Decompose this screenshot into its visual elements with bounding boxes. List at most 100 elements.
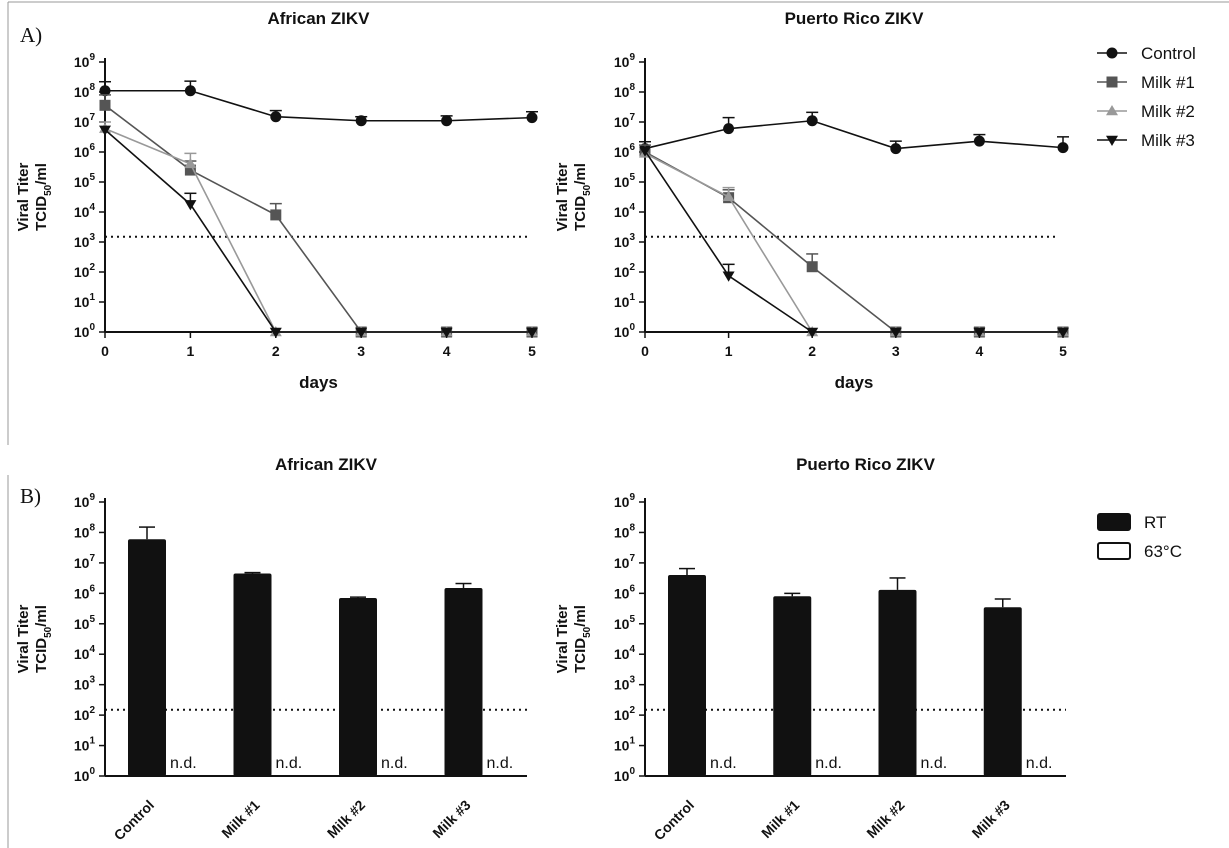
line-chart-1-x-tick-label: 5: [528, 343, 536, 359]
line-chart-2-y-label: Viral Titer TCID50/ml: [554, 163, 593, 232]
line-chart-2-y-tick-label: 109: [614, 52, 636, 70]
y-tick-exponent: 6: [89, 142, 95, 153]
bar-chart-1-nd-label: n.d.: [381, 755, 408, 772]
legend-marker: [1106, 135, 1118, 146]
bar-chart-2-category-label: Milk #1: [758, 797, 802, 841]
legend-label: 63°C: [1144, 542, 1182, 561]
line-chart-2-x-tick-label: 5: [1059, 343, 1067, 359]
y-label-sub: 50: [43, 184, 54, 196]
line-chart-1-y-tick-label: 103: [74, 232, 96, 250]
y-tick-base: 10: [74, 524, 90, 540]
legend-marker: [1106, 105, 1118, 116]
y-tick-base: 10: [74, 264, 90, 280]
y-tick-exponent: 7: [629, 112, 635, 123]
bar-chart-2-y-tick-label: 107: [614, 553, 636, 571]
bar-chart-1-y-label: Viral Titer TCID50/ml: [15, 605, 54, 674]
line-chart-2-x-tick-label: 0: [641, 343, 649, 359]
bar-chart-1-nd-label: n.d.: [276, 755, 303, 772]
data-point: [184, 164, 196, 176]
y-tick-base: 10: [614, 585, 630, 601]
y-label-main: TCID: [572, 196, 589, 231]
line-chart-2-x-tick-label: 2: [808, 343, 816, 359]
y-tick-exponent: 3: [89, 232, 95, 243]
bar-chart-2-nd-label: n.d.: [1026, 755, 1053, 772]
bar-chart-2-category-label: Control: [651, 797, 698, 844]
legend-swatch: [1097, 513, 1131, 531]
line-chart-2-y-tick-label: 107: [614, 112, 636, 130]
y-tick-exponent: 3: [629, 675, 635, 686]
line-chart-1-y-label: Viral Titer TCID50/ml: [15, 163, 54, 232]
data-point: [355, 115, 367, 127]
y-tick-base: 10: [614, 294, 630, 310]
y-tick-base: 10: [74, 144, 90, 160]
bar-chart-1-bar-rt: [339, 598, 377, 776]
line-chart-1-series-control: [99, 80, 538, 127]
y-label-tail: /ml: [33, 163, 50, 185]
bar-chart-2-y-tick-label: 106: [614, 583, 636, 601]
data-point: [1057, 327, 1069, 338]
bar-chart-1-y-label-line2: TCID50/ml: [33, 605, 54, 673]
y-tick-base: 10: [74, 174, 90, 190]
line-chart-2-series-milk-1: [639, 144, 1069, 338]
data-point: [441, 115, 453, 127]
y-tick-exponent: 0: [89, 322, 95, 333]
bar-chart-1-y-tick-label: 109: [74, 492, 96, 510]
data-point: [890, 143, 902, 155]
y-tick-base: 10: [74, 738, 90, 754]
line-chart-2-x-label: days: [835, 373, 874, 392]
y-tick-base: 10: [614, 768, 630, 784]
y-tick-exponent: 1: [629, 292, 635, 303]
y-tick-base: 10: [614, 555, 630, 571]
series-line: [644, 152, 1063, 333]
bar-chart-1-y-tick-label: 102: [74, 705, 96, 723]
bar-legend: RT 63°C: [1097, 513, 1182, 561]
y-tick-exponent: 8: [629, 82, 635, 93]
bar-chart-1-category-label: Milk #3: [429, 797, 473, 841]
y-tick-exponent: 7: [629, 553, 635, 564]
y-tick-base: 10: [614, 324, 630, 340]
y-tick-exponent: 2: [89, 262, 95, 273]
line-chart-1-y-tick-label: 102: [74, 262, 96, 280]
data-point: [184, 200, 197, 211]
bar-chart-1-bar-rt: [233, 573, 272, 776]
y-tick-exponent: 6: [629, 583, 635, 594]
line-chart-1-y-tick-label: 105: [74, 172, 96, 190]
legend-label: Milk #2: [1141, 102, 1195, 121]
y-tick-exponent: 2: [89, 705, 95, 716]
y-tick-exponent: 3: [629, 232, 635, 243]
y-tick-exponent: 4: [89, 644, 95, 655]
y-tick-base: 10: [614, 84, 630, 100]
bar-chart-1-title: African ZIKV: [275, 455, 378, 474]
line-chart-2-x-tick-label: 3: [892, 343, 900, 359]
data-point: [270, 111, 282, 123]
y-label-sub: 50: [582, 626, 593, 638]
bar-chart-2-y-tick-label: 105: [614, 614, 636, 632]
y-tick-exponent: 2: [629, 262, 635, 273]
data-point: [184, 85, 196, 97]
y-tick-base: 10: [74, 204, 90, 220]
y-tick-exponent: 4: [629, 202, 635, 213]
y-tick-exponent: 2: [629, 705, 635, 716]
line-legend: Control Milk #1 Milk #2 Milk #3: [1097, 44, 1196, 150]
bar-chart-1-y-tick-label: 108: [74, 522, 96, 540]
y-label-main: TCID: [33, 638, 50, 673]
y-tick-base: 10: [614, 494, 630, 510]
line-chart-1-y-tick-label: 107: [74, 112, 96, 130]
y-tick-exponent: 1: [89, 736, 95, 747]
y-tick-base: 10: [74, 234, 90, 250]
data-point: [889, 327, 902, 338]
line-chart-1-y-tick-label: 104: [74, 202, 96, 220]
data-point: [270, 209, 282, 221]
y-tick-base: 10: [74, 555, 90, 571]
data-point: [1057, 142, 1069, 154]
y-tick-exponent: 4: [629, 644, 635, 655]
bar-chart-1-y-tick-label: 105: [74, 614, 96, 632]
series-line: [105, 89, 533, 122]
y-tick-base: 10: [74, 646, 90, 662]
line-chart-2-y-tick-label: 103: [614, 232, 636, 250]
y-tick-base: 10: [614, 646, 630, 662]
y-label-main: TCID: [572, 638, 589, 673]
line-chart-2-series-milk-2: [639, 147, 1069, 337]
line-chart-1-series-milk-3: [99, 125, 538, 338]
